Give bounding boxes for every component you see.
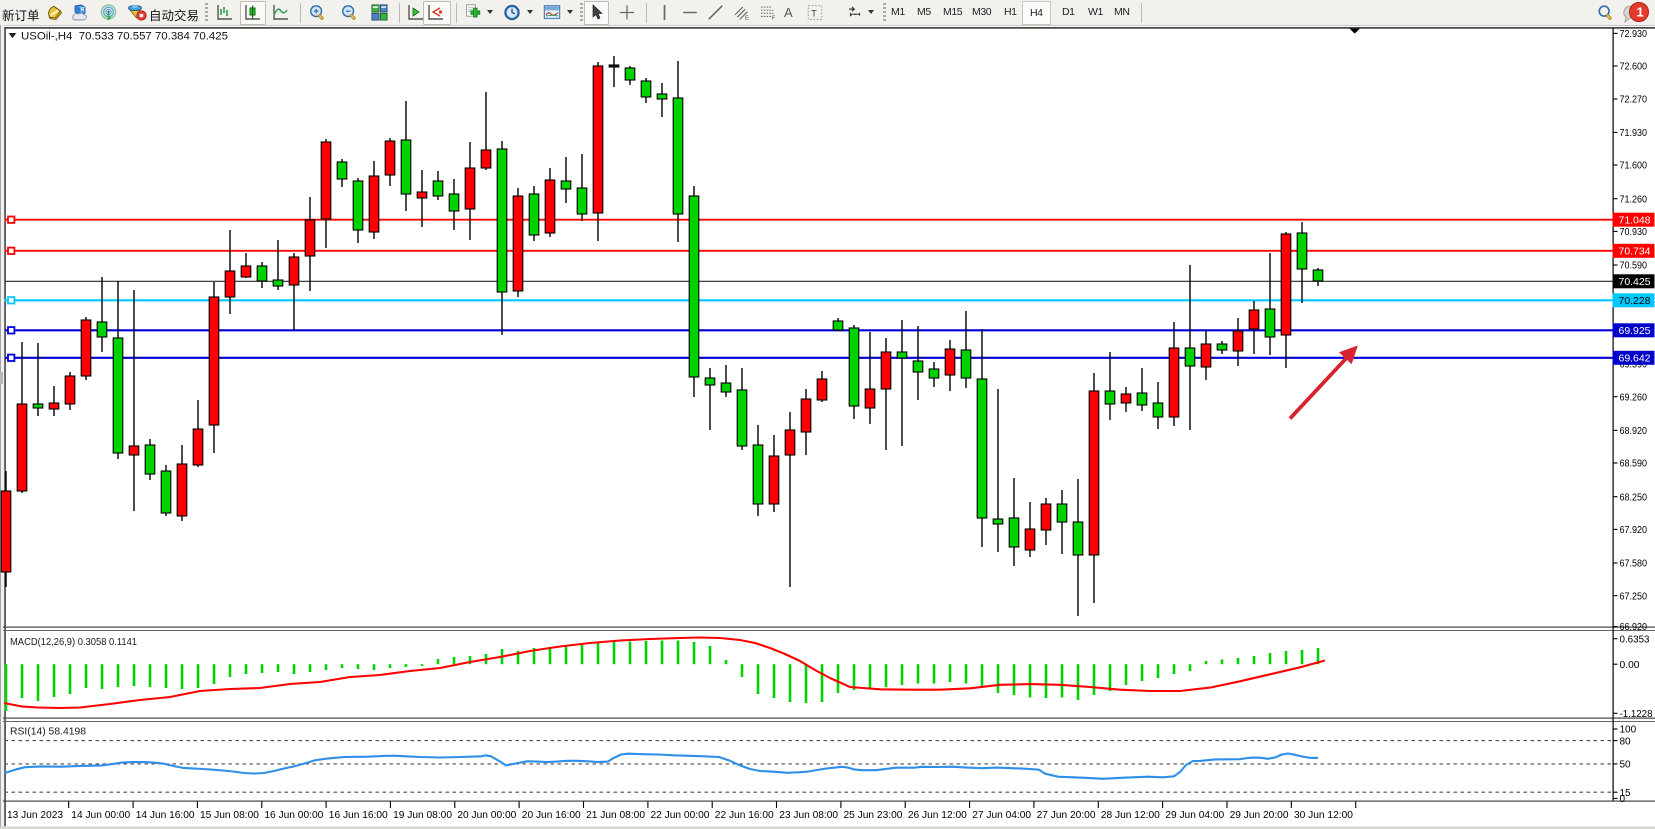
svg-text:20 Jun 00:00: 20 Jun 00:00 bbox=[457, 810, 516, 821]
svg-text:-1.1228: -1.1228 bbox=[1620, 709, 1653, 720]
svg-text:67.250: 67.250 bbox=[1620, 591, 1648, 602]
svg-text:MACD(12,26,9) 0.3058 0.1141: MACD(12,26,9) 0.3058 0.1141 bbox=[10, 637, 137, 648]
svg-text:29 Jun 20:00: 29 Jun 20:00 bbox=[1230, 810, 1289, 821]
svg-text:22 Jun 16:00: 22 Jun 16:00 bbox=[715, 810, 774, 821]
svg-text:70.734: 70.734 bbox=[1619, 247, 1651, 258]
svg-text:27 Jun 20:00: 27 Jun 20:00 bbox=[1037, 810, 1096, 821]
svg-text:20 Jun 16:00: 20 Jun 16:00 bbox=[522, 810, 581, 821]
svg-text:RSI(14) 58.4198: RSI(14) 58.4198 bbox=[10, 726, 86, 737]
svg-text:14 Jun 00:00: 14 Jun 00:00 bbox=[71, 810, 130, 821]
svg-text:69.260: 69.260 bbox=[1620, 392, 1648, 403]
svg-text:F: F bbox=[772, 15, 776, 21]
svg-text:22 Jun 00:00: 22 Jun 00:00 bbox=[651, 810, 710, 821]
svg-text:72.600: 72.600 bbox=[1620, 62, 1648, 73]
svg-text:70.590: 70.590 bbox=[1620, 261, 1648, 272]
svg-text:16 Jun 00:00: 16 Jun 00:00 bbox=[264, 810, 323, 821]
svg-text:69.642: 69.642 bbox=[1619, 354, 1651, 365]
svg-text:69.925: 69.925 bbox=[1619, 326, 1651, 337]
svg-text:100: 100 bbox=[1620, 725, 1637, 736]
svg-text:0: 0 bbox=[1620, 794, 1626, 805]
svg-text:27 Jun 04:00: 27 Jun 04:00 bbox=[972, 810, 1031, 821]
svg-text:50: 50 bbox=[1620, 760, 1632, 771]
svg-text:28 Jun 12:00: 28 Jun 12:00 bbox=[1101, 810, 1160, 821]
svg-text:15 Jun 08:00: 15 Jun 08:00 bbox=[200, 810, 259, 821]
svg-text:16 Jun 16:00: 16 Jun 16:00 bbox=[329, 810, 388, 821]
svg-text:71.600: 71.600 bbox=[1620, 161, 1648, 172]
svg-text:19 Jun 08:00: 19 Jun 08:00 bbox=[393, 810, 452, 821]
svg-text:80: 80 bbox=[1620, 736, 1632, 747]
svg-text:66.920: 66.920 bbox=[1620, 622, 1648, 633]
svg-text:30 Jun 12:00: 30 Jun 12:00 bbox=[1294, 810, 1353, 821]
svg-text:USOil-,H4 70.533 70.557 70.38: USOil-,H4 70.533 70.557 70.384 70.425 bbox=[21, 30, 228, 42]
svg-text:25 Jun 23:00: 25 Jun 23:00 bbox=[844, 810, 903, 821]
svg-text:71.260: 71.260 bbox=[1620, 194, 1648, 205]
svg-text:71.930: 71.930 bbox=[1620, 128, 1648, 139]
svg-text:67.580: 67.580 bbox=[1620, 559, 1648, 570]
svg-text:29 Jun 04:00: 29 Jun 04:00 bbox=[1165, 810, 1224, 821]
svg-text:68.250: 68.250 bbox=[1620, 492, 1648, 503]
svg-text:1: 1 bbox=[1637, 5, 1644, 20]
svg-text:15: 15 bbox=[1620, 788, 1632, 799]
svg-text:14 Jun 16:00: 14 Jun 16:00 bbox=[136, 810, 195, 821]
svg-text:E: E bbox=[745, 15, 749, 21]
svg-text:0.00: 0.00 bbox=[1620, 660, 1640, 671]
svg-text:26 Jun 12:00: 26 Jun 12:00 bbox=[908, 810, 967, 821]
svg-text:72.270: 72.270 bbox=[1620, 95, 1648, 106]
svg-text:69.590: 69.590 bbox=[1620, 360, 1648, 371]
svg-text:70.425: 70.425 bbox=[1619, 277, 1651, 288]
svg-text:71.048: 71.048 bbox=[1619, 216, 1651, 227]
svg-text:T: T bbox=[811, 8, 817, 18]
svg-text:67.920: 67.920 bbox=[1620, 525, 1648, 536]
svg-text:68.920: 68.920 bbox=[1620, 426, 1648, 437]
svg-text:13 Jun 2023: 13 Jun 2023 bbox=[7, 810, 63, 821]
svg-text:72.930: 72.930 bbox=[1620, 29, 1648, 40]
svg-text:70.930: 70.930 bbox=[1620, 227, 1648, 238]
svg-text:70.228: 70.228 bbox=[1619, 296, 1651, 307]
svg-text:68.590: 68.590 bbox=[1620, 459, 1648, 470]
svg-text:0.6353: 0.6353 bbox=[1620, 634, 1650, 645]
svg-text:21 Jun 08:00: 21 Jun 08:00 bbox=[586, 810, 645, 821]
svg-text:23 Jun 08:00: 23 Jun 08:00 bbox=[779, 810, 838, 821]
